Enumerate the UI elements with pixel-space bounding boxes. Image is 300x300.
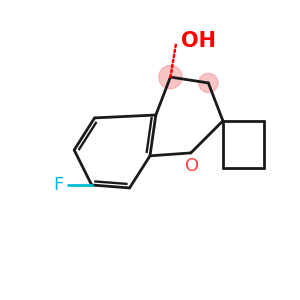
Text: F: F xyxy=(54,176,64,194)
Text: OH: OH xyxy=(181,31,216,51)
Circle shape xyxy=(159,65,182,89)
Circle shape xyxy=(199,73,218,92)
Text: O: O xyxy=(185,157,200,175)
